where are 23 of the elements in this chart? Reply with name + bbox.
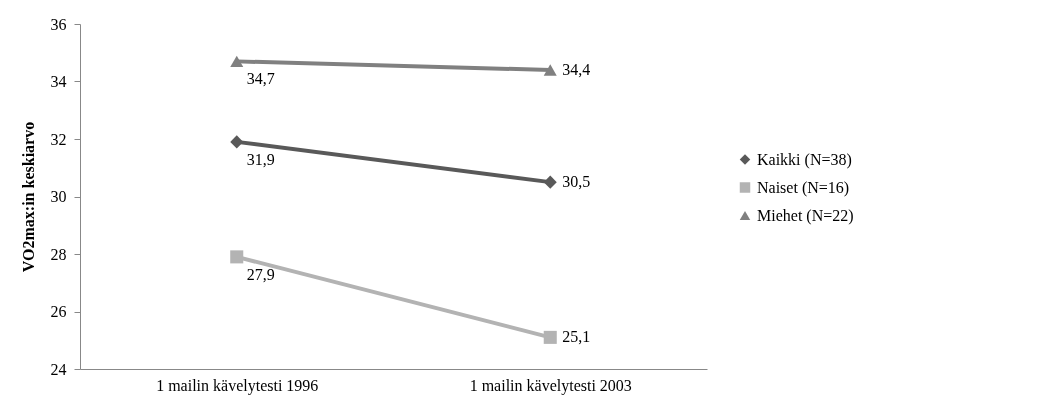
- y-tick-label: 34: [50, 73, 67, 90]
- y-tick-label: 30: [50, 188, 67, 205]
- y-tick-label: 24: [50, 360, 67, 378]
- legend-label: Miehet (N=22): [757, 206, 854, 225]
- legend-label: Naiset (N=16): [757, 178, 850, 197]
- data-label: 34,7: [246, 70, 275, 88]
- y-tick-label: 36: [50, 15, 67, 33]
- y-tick-label: 28: [50, 245, 67, 263]
- point: [230, 250, 244, 264]
- point: [543, 175, 557, 189]
- x-tick-label: 1 mailin kävelytesti 1996: [156, 376, 319, 395]
- point: [543, 330, 557, 344]
- x-tick-label: 1 mailin kävelytesti 2003: [469, 376, 632, 395]
- data-label: 27,9: [246, 265, 275, 283]
- y-tick-label: 32: [50, 130, 67, 148]
- legend-label: Kaikki (N=38): [757, 150, 852, 169]
- y-axis-title: VO2max:in keskiarvo: [19, 121, 37, 273]
- data-label: 25,1: [562, 328, 591, 346]
- data-label: 30,5: [562, 173, 591, 191]
- data-label: 31,9: [246, 150, 275, 168]
- y-tick-label: 26: [50, 303, 67, 320]
- data-label: 34,4: [562, 61, 591, 78]
- point: [230, 135, 244, 149]
